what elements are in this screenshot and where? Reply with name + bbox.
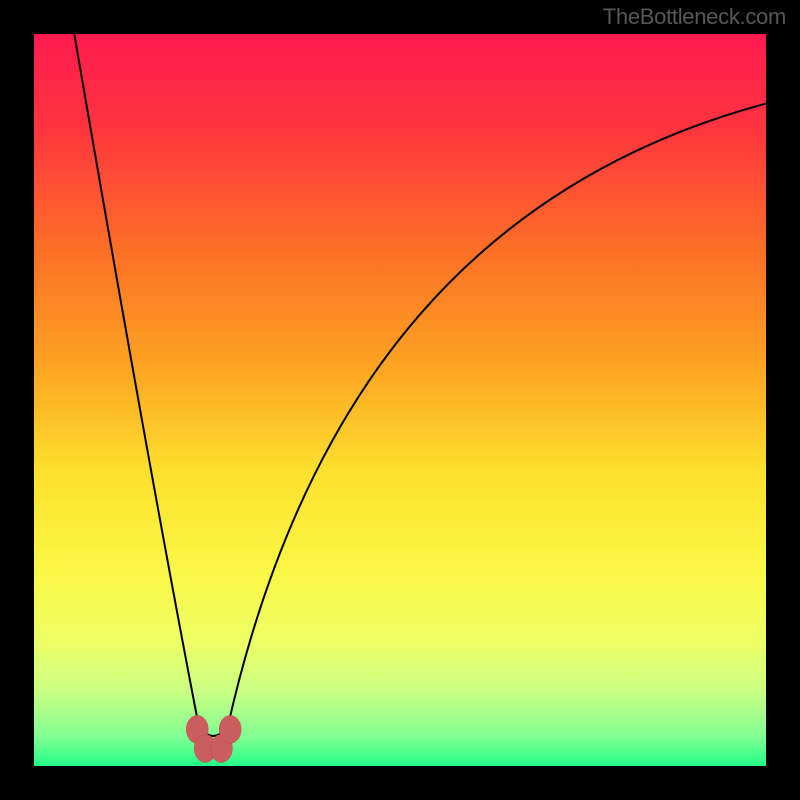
plot-svg: [34, 34, 766, 766]
watermark-text: TheBottleneck.com: [603, 4, 786, 30]
marker: [219, 715, 241, 743]
gradient-background: [34, 34, 766, 766]
plot-area: [34, 34, 766, 766]
frame: TheBottleneck.com: [0, 0, 800, 800]
